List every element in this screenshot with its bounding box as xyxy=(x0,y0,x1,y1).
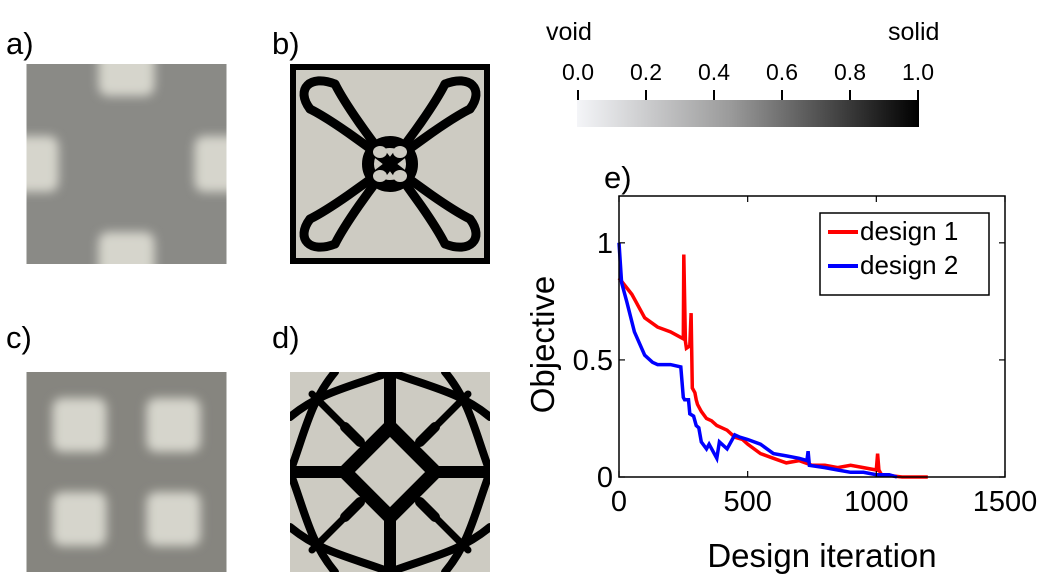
design-a-image xyxy=(26,64,227,264)
series-line-design-2 xyxy=(617,242,898,479)
y-tick-label: 0 xyxy=(597,462,613,494)
colorbar-tick-label: 0.0 xyxy=(562,59,594,85)
panel-label-b: b) xyxy=(272,26,300,61)
design-b-image xyxy=(290,64,490,264)
legend-box xyxy=(819,212,990,296)
colorbar-right-label: solid xyxy=(888,18,940,46)
x-tick-label: 1500 xyxy=(973,486,1037,518)
x-tick-label: 1000 xyxy=(844,486,909,518)
plot-frame xyxy=(618,195,1006,478)
colorbar-tick-label: 0.8 xyxy=(834,59,866,85)
y-tick-label: 1 xyxy=(597,228,613,260)
y-tick-label: 0.5 xyxy=(573,345,613,377)
series-line-design-1 xyxy=(617,254,928,479)
colorbar-tick-label: 0.2 xyxy=(630,59,662,85)
panel-label-c: c) xyxy=(6,320,32,355)
legend-label-design-1: design 1 xyxy=(860,216,958,246)
panel-label-e: e) xyxy=(604,160,632,195)
design-c-image xyxy=(26,372,227,572)
colorbar-tick-label: 0.4 xyxy=(698,59,730,85)
colorbar xyxy=(577,100,919,127)
colorbar-tick-label: 1.0 xyxy=(902,59,934,85)
panel-label-a: a) xyxy=(6,26,34,61)
legend-label-design-2: design 2 xyxy=(860,250,958,280)
x-tick-label: 500 xyxy=(723,486,771,518)
panel-label-d: d) xyxy=(272,320,300,355)
y-axis-label: Objective xyxy=(524,276,561,414)
x-axis-label: Design iteration xyxy=(707,537,936,574)
colorbar-left-label: void xyxy=(546,18,592,46)
design-d-image xyxy=(290,372,490,572)
x-tick-label: 0 xyxy=(611,486,627,518)
colorbar-tick-label: 0.6 xyxy=(766,59,798,85)
